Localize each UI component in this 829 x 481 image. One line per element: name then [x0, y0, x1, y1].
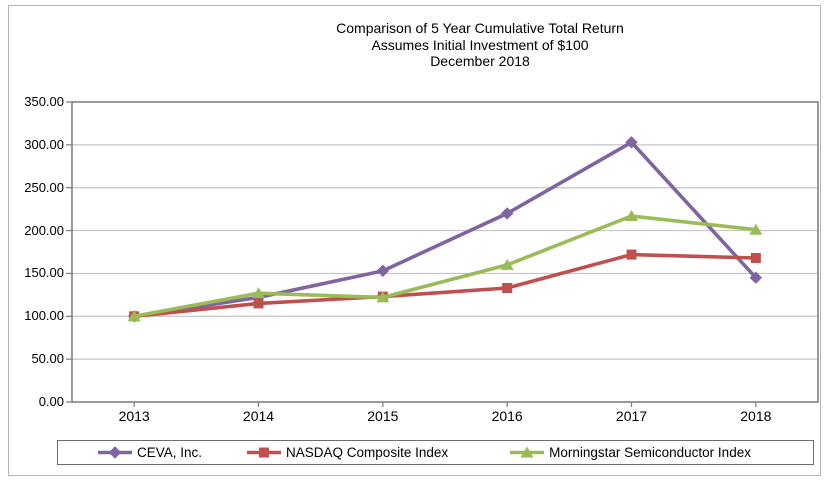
chart-title: Comparison of 5 Year Cumulative Total Re… — [150, 20, 810, 70]
series-morningstar-semiconductor-index — [127, 210, 763, 322]
series-line — [133, 140, 758, 319]
triangle-marker — [127, 310, 141, 322]
series-ceva-inc — [127, 136, 763, 323]
y-axis-label: 0.00 — [38, 394, 64, 409]
chart-title-line2: Assumes Initial Investment of $100 — [371, 36, 589, 53]
x-axis-label: 2018 — [740, 408, 772, 424]
y-axis-label: 150.00 — [24, 265, 64, 281]
y-axis-label: 100.00 — [24, 308, 64, 324]
legend-item-morningstar: Morningstar Semiconductor Index — [510, 445, 751, 460]
x-axis-label: 2017 — [615, 408, 648, 424]
triangle-marker — [520, 446, 534, 458]
legend-label: Morningstar Semiconductor Index — [549, 445, 751, 460]
plot-border — [71, 101, 819, 403]
y-axis-label: 350.00 — [24, 94, 64, 109]
diamond-marker — [749, 271, 763, 284]
y-axis-label: 250.00 — [24, 179, 64, 195]
series-line — [133, 252, 756, 319]
x-axis-label: 2016 — [491, 408, 523, 424]
x-axis-label: 2014 — [242, 408, 275, 424]
chart-title-line1: Comparison of 5 Year Cumulative Total Re… — [336, 20, 624, 36]
line-square-marker-icon — [247, 447, 282, 458]
line-triangle-marker-icon — [510, 446, 545, 458]
legend: CEVA, Inc. NASDAQ Composite Index Mornin… — [57, 440, 814, 465]
legend-label: CEVA, Inc. — [137, 445, 203, 460]
triangle-marker — [625, 210, 638, 221]
legend-label: NASDAQ Composite Index — [286, 445, 449, 460]
square-marker — [502, 283, 513, 293]
diamond-marker — [625, 136, 638, 149]
line-diamond-marker-icon — [98, 446, 132, 459]
square-marker — [259, 447, 270, 458]
legend-item-ceva: CEVA, Inc. — [98, 445, 202, 460]
x-axis-label: 2015 — [367, 408, 399, 424]
diamond-marker — [376, 264, 390, 278]
triangle-marker — [252, 287, 265, 299]
diamond-marker — [500, 207, 514, 220]
series-nasdaq-composite-index — [129, 249, 761, 322]
y-axis-label: 200.00 — [24, 222, 64, 238]
square-marker — [626, 249, 637, 260]
legend-item-nasdaq: NASDAQ Composite Index — [247, 445, 448, 460]
chart-title-line3: December 2018 — [430, 53, 530, 69]
y-axis-label: 50.00 — [31, 351, 64, 367]
square-marker — [750, 253, 761, 263]
triangle-marker — [500, 258, 514, 270]
triangle-marker — [376, 291, 390, 303]
diamond-marker — [108, 446, 122, 459]
y-axis-label: 300.00 — [24, 136, 64, 152]
square-marker — [253, 298, 264, 309]
series-line — [133, 214, 757, 319]
triangle-marker — [749, 223, 763, 235]
x-axis-label: 2013 — [118, 408, 150, 424]
